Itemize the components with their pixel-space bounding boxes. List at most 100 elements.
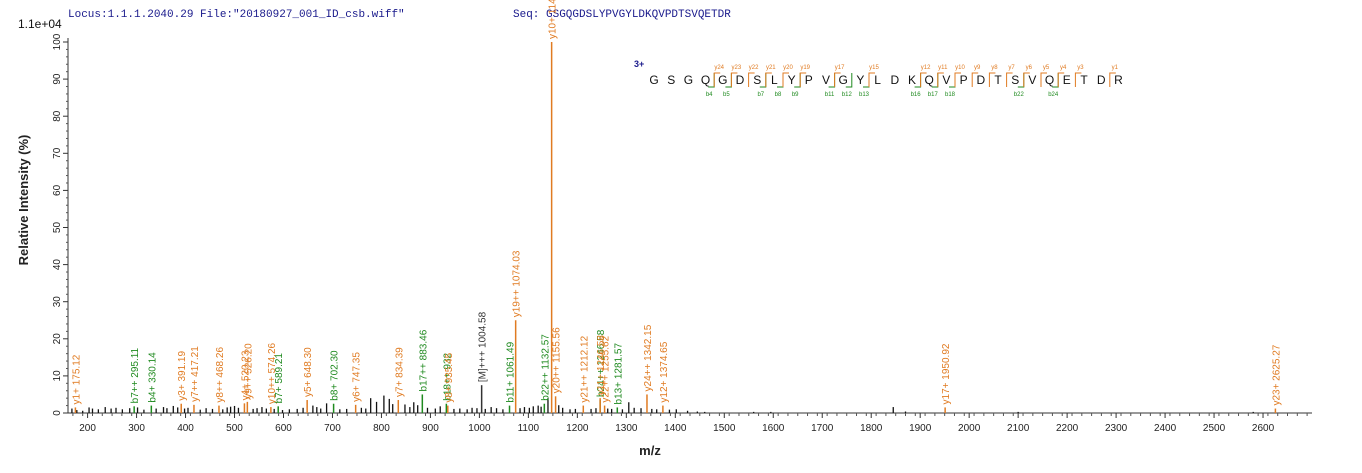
- peak-label: y12+ 1374.65: [659, 341, 670, 402]
- peak-label: b7+ 589.21: [274, 353, 285, 404]
- b-ion-label: b5: [723, 92, 730, 98]
- peak-label: b13+ 1281.57: [613, 343, 624, 405]
- sequence-residue: Q: [925, 73, 934, 87]
- y-ion-marker: [1023, 72, 1030, 87]
- b-ion-label: b8: [775, 92, 782, 98]
- peak-label: y11+ 1246.58: [596, 335, 607, 396]
- b-ion-label: b16: [911, 92, 922, 98]
- y-ion-marker: [1006, 72, 1013, 87]
- x-tick-label: 500: [226, 423, 243, 434]
- x-tick-label: 1200: [566, 423, 589, 434]
- y-ion-label: y11: [938, 65, 948, 71]
- sequence-residue: Y: [856, 73, 864, 87]
- x-tick-label: 1000: [468, 423, 491, 434]
- peak-label: y17+ 1950.92: [941, 343, 952, 404]
- b-ion-label: b17: [928, 92, 939, 98]
- b-ion-label: b7: [757, 92, 764, 98]
- y-tick-label: 10: [52, 370, 63, 382]
- b-ion-label: b13: [859, 92, 870, 98]
- peak-label: y6+ 747.35: [352, 352, 363, 402]
- y-tick-label: 90: [52, 73, 63, 85]
- sequence-residue: D: [890, 73, 899, 87]
- y-ion-marker: [1109, 72, 1116, 87]
- x-tick-label: 200: [79, 423, 96, 434]
- peak-label: y8+ 935.45: [444, 352, 455, 402]
- y-ion-label: y9: [974, 65, 981, 71]
- x-tick-label: 900: [422, 423, 439, 434]
- y-ion-label: y4: [1060, 65, 1067, 71]
- sequence-residue: S: [667, 73, 675, 87]
- sequence-residue: G: [839, 73, 848, 87]
- peak-label: y4+ 520.23: [240, 350, 251, 400]
- b-ion-label: b11: [825, 92, 835, 98]
- b-ion-marker: [777, 73, 784, 88]
- peak-label: y10+ 1147.5: [548, 0, 559, 39]
- sequence-residue: K: [908, 73, 916, 87]
- y-ion-label: y20: [783, 65, 793, 71]
- x-tick-label: 600: [275, 423, 292, 434]
- y-ion-label: y22: [749, 65, 759, 71]
- y-ion-marker: [782, 72, 789, 87]
- x-tick-label: 2000: [958, 423, 981, 434]
- sequence-residue: P: [805, 73, 813, 87]
- y-ion-marker: [748, 72, 755, 87]
- sequence-residue: V: [822, 73, 830, 87]
- peak-label: y9++ 526.20: [243, 343, 254, 399]
- b-ion-label: b12: [842, 92, 853, 98]
- y-ion-label: y6: [1026, 65, 1033, 71]
- y-ion-marker: [920, 72, 927, 87]
- sequence-residue: G: [649, 73, 658, 87]
- sequence-residue: P: [960, 73, 968, 87]
- peak-label: y7+ 834.39: [394, 347, 405, 397]
- sequence-residue: E: [1063, 73, 1071, 87]
- peak-label: b4+ 330.14: [147, 352, 158, 403]
- y-ion-marker: [730, 72, 738, 87]
- y-tick-label: 50: [52, 222, 63, 234]
- peak-label: y24++ 1342.15: [643, 324, 654, 391]
- sequence-residue: D: [1097, 73, 1106, 87]
- y-ion-label: y21: [766, 65, 776, 71]
- peak-label: y20++ 1155.56: [552, 327, 563, 393]
- y-tick-label: 40: [52, 259, 63, 271]
- peak-label: y5+ 648.30: [303, 347, 314, 397]
- peak-label: y1+ 175.12: [71, 354, 82, 404]
- sequence-residue: T: [994, 73, 1002, 87]
- y-ion-label: y15: [869, 65, 879, 71]
- x-tick-label: 1300: [615, 423, 638, 434]
- x-tick-label: 2600: [1252, 423, 1275, 434]
- sequence-residue: L: [874, 73, 881, 87]
- y-axis-label: Relative Intensity (%): [16, 135, 31, 266]
- y-tick-label: 100: [52, 33, 63, 50]
- y-ion-marker: [765, 72, 772, 87]
- x-tick-label: 400: [177, 423, 194, 434]
- sequence-residue: D: [976, 73, 985, 87]
- y-ion-marker: [1040, 72, 1047, 87]
- peak-label: y10++ 574.26: [267, 342, 278, 404]
- sequence-fragment-map: 3+G S G Q G D S L Y P V G Y L D K Q V P D T S V Q E T D Rb4 b5 b7 b8 b9…: [634, 59, 1123, 98]
- plot-area: 0 10 20 30 40 50 60 70 80 90 100 200 300 400 500 600 700…: [52, 0, 1312, 434]
- y-ion-label: y23: [732, 65, 742, 71]
- x-tick-label: 300: [128, 423, 145, 434]
- b-ion-marker: [845, 73, 853, 88]
- y-ion-label: y17: [835, 65, 845, 71]
- peak-label: y8++ 468.26: [215, 347, 226, 403]
- y-ion-label: y5: [1043, 65, 1050, 71]
- sequence-residue: L: [771, 73, 778, 87]
- peak-label: y23+ 2625.27: [1271, 344, 1282, 405]
- peak-label: y21++ 1212.12: [579, 335, 590, 402]
- peak-label: y3+ 391.19: [177, 351, 188, 401]
- peak-label: b17++ 883.46: [418, 329, 429, 391]
- y-ion-marker: [988, 72, 996, 87]
- sequence-residue: G: [718, 73, 727, 87]
- x-tick-label: 1800: [860, 423, 883, 434]
- intensity-multiplier: 1.1e+04: [18, 17, 62, 31]
- b-ion-label: b9: [792, 92, 799, 98]
- y-ion-marker: [834, 72, 841, 87]
- peak-label: y19++ 1074.03: [512, 250, 523, 317]
- y-ion-marker: [937, 72, 944, 87]
- peak-label: b24++ 1246.58: [596, 329, 607, 397]
- sequence-residue: V: [942, 73, 950, 87]
- locus-header: Locus:1.1.1.2040.29 File:"20180927_001_I…: [68, 9, 405, 21]
- sequence-residue: V: [1028, 73, 1036, 87]
- x-tick-label: 1700: [811, 423, 834, 434]
